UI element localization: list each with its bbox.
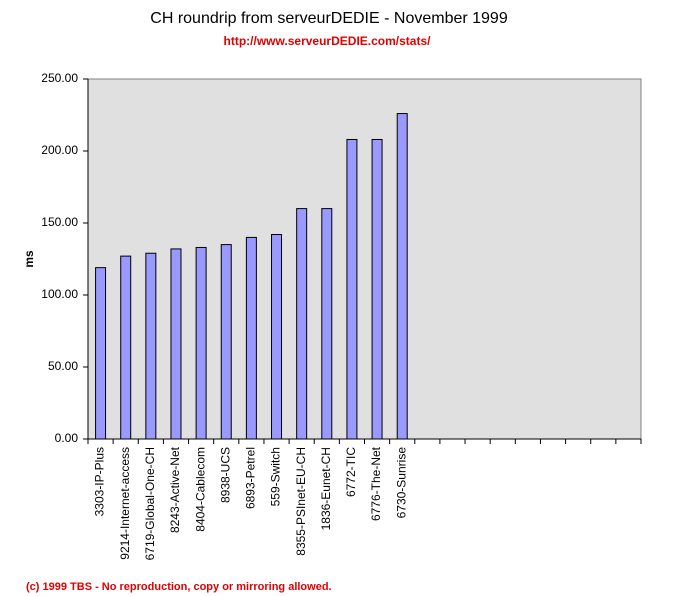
- bar: [271, 234, 283, 440]
- bar: [346, 138, 358, 440]
- x-tick-label: 1836-Eunet-CH: [319, 447, 333, 530]
- bar: [170, 248, 182, 440]
- bar: [396, 113, 408, 440]
- x-tick-label: 6719-Global-One-CH: [143, 447, 157, 560]
- chart-title: CH roundrip from serveurDEDIE - November…: [150, 10, 508, 27]
- x-tick-label: 8355-PSInet-EU-CH: [294, 447, 308, 556]
- x-tick-label: 559-Switch: [269, 447, 283, 506]
- bar: [120, 255, 132, 440]
- bar: [145, 252, 157, 440]
- y-tick-label: 200.00: [41, 143, 78, 157]
- y-axis-label: ms: [22, 250, 36, 268]
- y-tick-label: 250.00: [41, 71, 78, 85]
- x-tick-label: 6893-Petrel: [244, 447, 258, 509]
- y-tick-label: 50.00: [48, 359, 78, 373]
- x-tick-label: 6776-The-Net: [369, 446, 383, 521]
- x-tick-label: 6772-TIC: [344, 447, 358, 497]
- bar: [245, 236, 257, 440]
- y-tick-label: 0.00: [55, 431, 79, 445]
- x-tick-label: 6730-Sunrise: [394, 447, 408, 519]
- bar: [195, 246, 207, 440]
- bar: [321, 208, 333, 440]
- x-tick-label: 8404-Cablecom: [193, 447, 207, 532]
- bar: [220, 244, 232, 440]
- x-tick-label: 3303-IP-Plus: [93, 447, 107, 516]
- footer-note: (c) 1999 TBS - No reproduction, copy or …: [26, 581, 332, 593]
- bar: [296, 208, 308, 440]
- x-tick-label: 9214-Internet-access: [118, 447, 132, 560]
- y-tick-label: 150.00: [41, 215, 78, 229]
- y-tick-label: 100.00: [41, 287, 78, 301]
- bar: [95, 267, 107, 440]
- bar: [371, 138, 383, 440]
- x-tick-label: 8938-UCS: [218, 447, 232, 503]
- x-tick-label: 8243-Active-Net: [168, 446, 182, 533]
- chart-subtitle: http://www.serveurDEDIE.com/stats/: [224, 34, 432, 48]
